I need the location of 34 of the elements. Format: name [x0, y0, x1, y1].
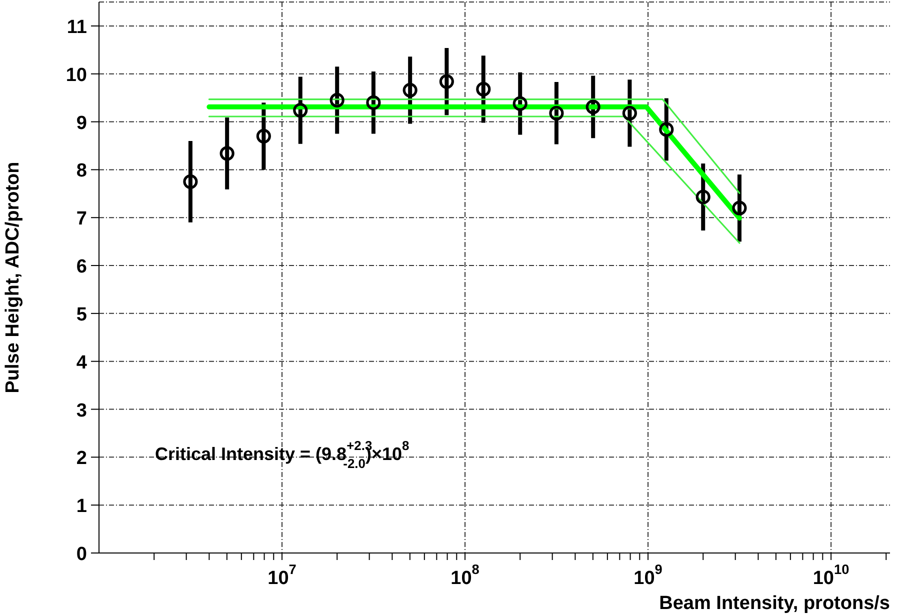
x-tick-label: 10$^{10}$	[812, 562, 850, 589]
point	[256, 128, 271, 144]
y-tick-label: 1	[76, 496, 88, 518]
x-tick-label: 10$^{7}$	[268, 562, 296, 589]
y-tick-label: 6	[76, 256, 87, 278]
x-tick-label: 10$^{8}$	[450, 562, 480, 589]
y-tick-label: 4	[76, 352, 88, 374]
y-tick-label: 8	[76, 160, 87, 182]
point	[696, 190, 710, 204]
y-tick-label: 5	[76, 304, 88, 326]
point	[183, 174, 198, 189]
point	[622, 106, 637, 120]
point	[402, 82, 418, 98]
x-tick-label: 10$^{9}$	[634, 562, 663, 589]
point	[512, 96, 528, 111]
point	[293, 102, 308, 118]
x-axis-title: Beam Intensity, protons/s	[659, 593, 890, 614]
y-tick-label: 2	[76, 448, 87, 470]
y-tick-label: 3	[76, 400, 87, 422]
point	[439, 74, 454, 89]
point	[366, 95, 381, 110]
point	[549, 106, 564, 120]
y-tick-label: 10	[66, 64, 87, 86]
point	[732, 200, 747, 216]
point	[476, 82, 491, 96]
y-tick-label: 9	[76, 112, 87, 134]
point	[586, 100, 600, 114]
point	[330, 92, 344, 108]
y-tick-label: 0	[76, 544, 87, 565]
y-tick-label: 7	[76, 208, 87, 230]
y-axis-title: Pulse Height, ADC/proton	[2, 162, 24, 394]
y-tick-label: 11	[66, 16, 88, 38]
point	[220, 146, 234, 161]
point	[659, 122, 674, 137]
